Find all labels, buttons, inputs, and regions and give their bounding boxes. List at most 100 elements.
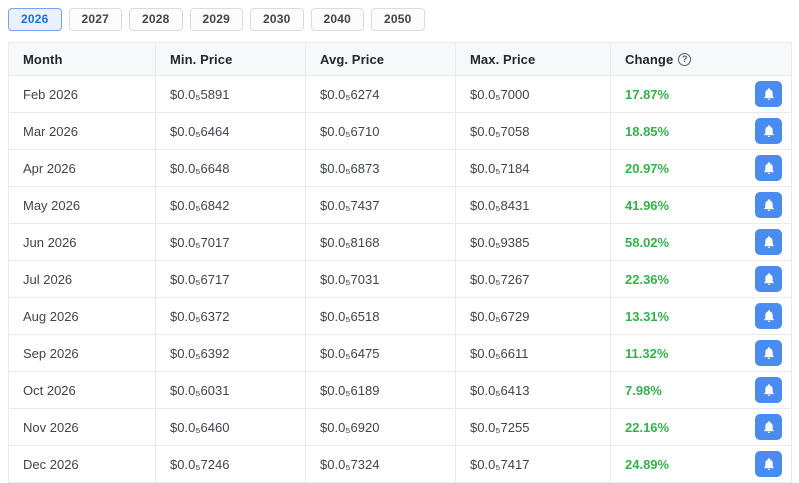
min-price-value: $0.0₅6372 xyxy=(170,308,230,324)
avg-price-value: $0.0₅8168 xyxy=(320,234,380,250)
min-price-value: $0.0₅6842 xyxy=(170,197,230,213)
min-price-value: $0.0₅7017 xyxy=(170,234,230,250)
price-alert-button[interactable] xyxy=(755,414,782,440)
table-row: Aug 2026 $0.0₅6372 $0.0₅6518 $0.0₅6729 1… xyxy=(8,297,792,335)
min-price-value: $0.0₅6031 xyxy=(170,382,230,398)
bell-icon xyxy=(762,161,776,175)
max-price-value: $0.0₅7255 xyxy=(470,419,530,435)
avg-price-value: $0.0₅6873 xyxy=(320,160,380,176)
min-price-value: $0.0₅5891 xyxy=(170,86,230,102)
avg-price-value: $0.0₅6920 xyxy=(320,419,380,435)
price-alert-button[interactable] xyxy=(755,192,782,218)
col-header-min-price: Min. Price xyxy=(155,42,306,76)
table-row: Dec 2026 $0.0₅7246 $0.0₅7324 $0.0₅7417 2… xyxy=(8,445,792,483)
change-value: 18.85% xyxy=(625,123,670,139)
tab-2027[interactable]: 2027 xyxy=(68,8,122,31)
change-value: 24.89% xyxy=(625,456,670,472)
avg-price-value: $0.0₅6189 xyxy=(320,382,380,398)
change-value: 13.31% xyxy=(625,308,670,324)
table-row: Sep 2026 $0.0₅6392 $0.0₅6475 $0.0₅6611 1… xyxy=(8,334,792,372)
table-row: Nov 2026 $0.0₅6460 $0.0₅6920 $0.0₅7255 2… xyxy=(8,408,792,446)
avg-price-value: $0.0₅6274 xyxy=(320,86,380,102)
col-header-max-price: Max. Price xyxy=(455,42,611,76)
change-value: 41.96% xyxy=(625,197,670,213)
max-price-value: $0.0₅8431 xyxy=(470,197,530,213)
table-row: Mar 2026 $0.0₅6464 $0.0₅6710 $0.0₅7058 1… xyxy=(8,112,792,150)
tab-2050[interactable]: 2050 xyxy=(371,8,425,31)
table-row: May 2026 $0.0₅6842 $0.0₅7437 $0.0₅8431 4… xyxy=(8,186,792,224)
tab-2029[interactable]: 2029 xyxy=(189,8,243,31)
col-header-month: Month xyxy=(8,42,156,76)
price-alert-button[interactable] xyxy=(755,155,782,181)
bell-icon xyxy=(762,346,776,360)
month-label: Sep 2026 xyxy=(23,345,79,361)
avg-price-value: $0.0₅6475 xyxy=(320,345,380,361)
bell-icon xyxy=(762,457,776,471)
max-price-value: $0.0₅7000 xyxy=(470,86,530,102)
bell-icon xyxy=(762,420,776,434)
max-price-value: $0.0₅6413 xyxy=(470,382,530,398)
max-price-value: $0.0₅6611 xyxy=(470,345,529,361)
avg-price-value: $0.0₅6518 xyxy=(320,308,380,324)
change-value: 17.87% xyxy=(625,86,670,102)
change-value: 22.16% xyxy=(625,419,670,435)
price-alert-button[interactable] xyxy=(755,229,782,255)
price-prediction-table: Month Min. Price Avg. Price Max. Price C… xyxy=(8,42,792,483)
bell-icon xyxy=(762,383,776,397)
max-price-value: $0.0₅6729 xyxy=(470,308,530,324)
min-price-value: $0.0₅7246 xyxy=(170,456,230,472)
min-price-value: $0.0₅6464 xyxy=(170,123,230,139)
max-price-value: $0.0₅7184 xyxy=(470,160,530,176)
price-alert-button[interactable] xyxy=(755,118,782,144)
bell-icon xyxy=(762,87,776,101)
table-header-row: Month Min. Price Avg. Price Max. Price C… xyxy=(8,42,792,76)
bell-icon xyxy=(762,235,776,249)
min-price-value: $0.0₅6717 xyxy=(170,271,230,287)
price-alert-button[interactable] xyxy=(755,340,782,366)
table-row: Apr 2026 $0.0₅6648 $0.0₅6873 $0.0₅7184 2… xyxy=(8,149,792,187)
tab-2030[interactable]: 2030 xyxy=(250,8,304,31)
price-alert-button[interactable] xyxy=(755,266,782,292)
month-label: Dec 2026 xyxy=(23,456,79,472)
change-value: 11.32% xyxy=(625,345,669,361)
table-row: Jun 2026 $0.0₅7017 $0.0₅8168 $0.0₅9385 5… xyxy=(8,223,792,261)
bell-icon xyxy=(762,124,776,138)
table-row: Oct 2026 $0.0₅6031 $0.0₅6189 $0.0₅6413 7… xyxy=(8,371,792,409)
price-alert-button[interactable] xyxy=(755,377,782,403)
bell-icon xyxy=(762,309,776,323)
month-label: Nov 2026 xyxy=(23,419,79,435)
month-label: Feb 2026 xyxy=(23,86,78,102)
month-label: May 2026 xyxy=(23,197,81,213)
change-header-label: Change xyxy=(625,51,674,67)
question-mark-icon[interactable]: ? xyxy=(678,52,692,66)
month-label: Apr 2026 xyxy=(23,160,76,176)
price-alert-button[interactable] xyxy=(755,303,782,329)
bell-icon xyxy=(762,272,776,286)
min-price-value: $0.0₅6460 xyxy=(170,419,230,435)
max-price-value: $0.0₅7267 xyxy=(470,271,530,287)
change-value: 22.36% xyxy=(625,271,670,287)
month-label: Jun 2026 xyxy=(23,234,77,250)
table-row: Feb 2026 $0.0₅5891 $0.0₅6274 $0.0₅7000 1… xyxy=(8,75,792,113)
change-value: 20.97% xyxy=(625,160,670,176)
max-price-value: $0.0₅9385 xyxy=(470,234,530,250)
avg-price-value: $0.0₅7324 xyxy=(320,456,380,472)
month-label: Oct 2026 xyxy=(23,382,76,398)
avg-price-value: $0.0₅6710 xyxy=(320,123,380,139)
month-label: Jul 2026 xyxy=(23,271,73,287)
min-price-value: $0.0₅6392 xyxy=(170,345,230,361)
price-alert-button[interactable] xyxy=(755,451,782,477)
max-price-value: $0.0₅7417 xyxy=(470,456,530,472)
bell-icon xyxy=(762,198,776,212)
col-header-avg-price: Avg. Price xyxy=(305,42,456,76)
change-value: 58.02% xyxy=(625,234,670,250)
tab-2028[interactable]: 2028 xyxy=(129,8,183,31)
month-label: Mar 2026 xyxy=(23,123,78,139)
tab-2026[interactable]: 2026 xyxy=(8,8,62,31)
min-price-value: $0.0₅6648 xyxy=(170,160,230,176)
price-alert-button[interactable] xyxy=(755,81,782,107)
max-price-value: $0.0₅7058 xyxy=(470,123,530,139)
avg-price-value: $0.0₅7437 xyxy=(320,197,380,213)
col-header-change: Change ? xyxy=(610,42,792,76)
tab-2040[interactable]: 2040 xyxy=(310,8,364,31)
